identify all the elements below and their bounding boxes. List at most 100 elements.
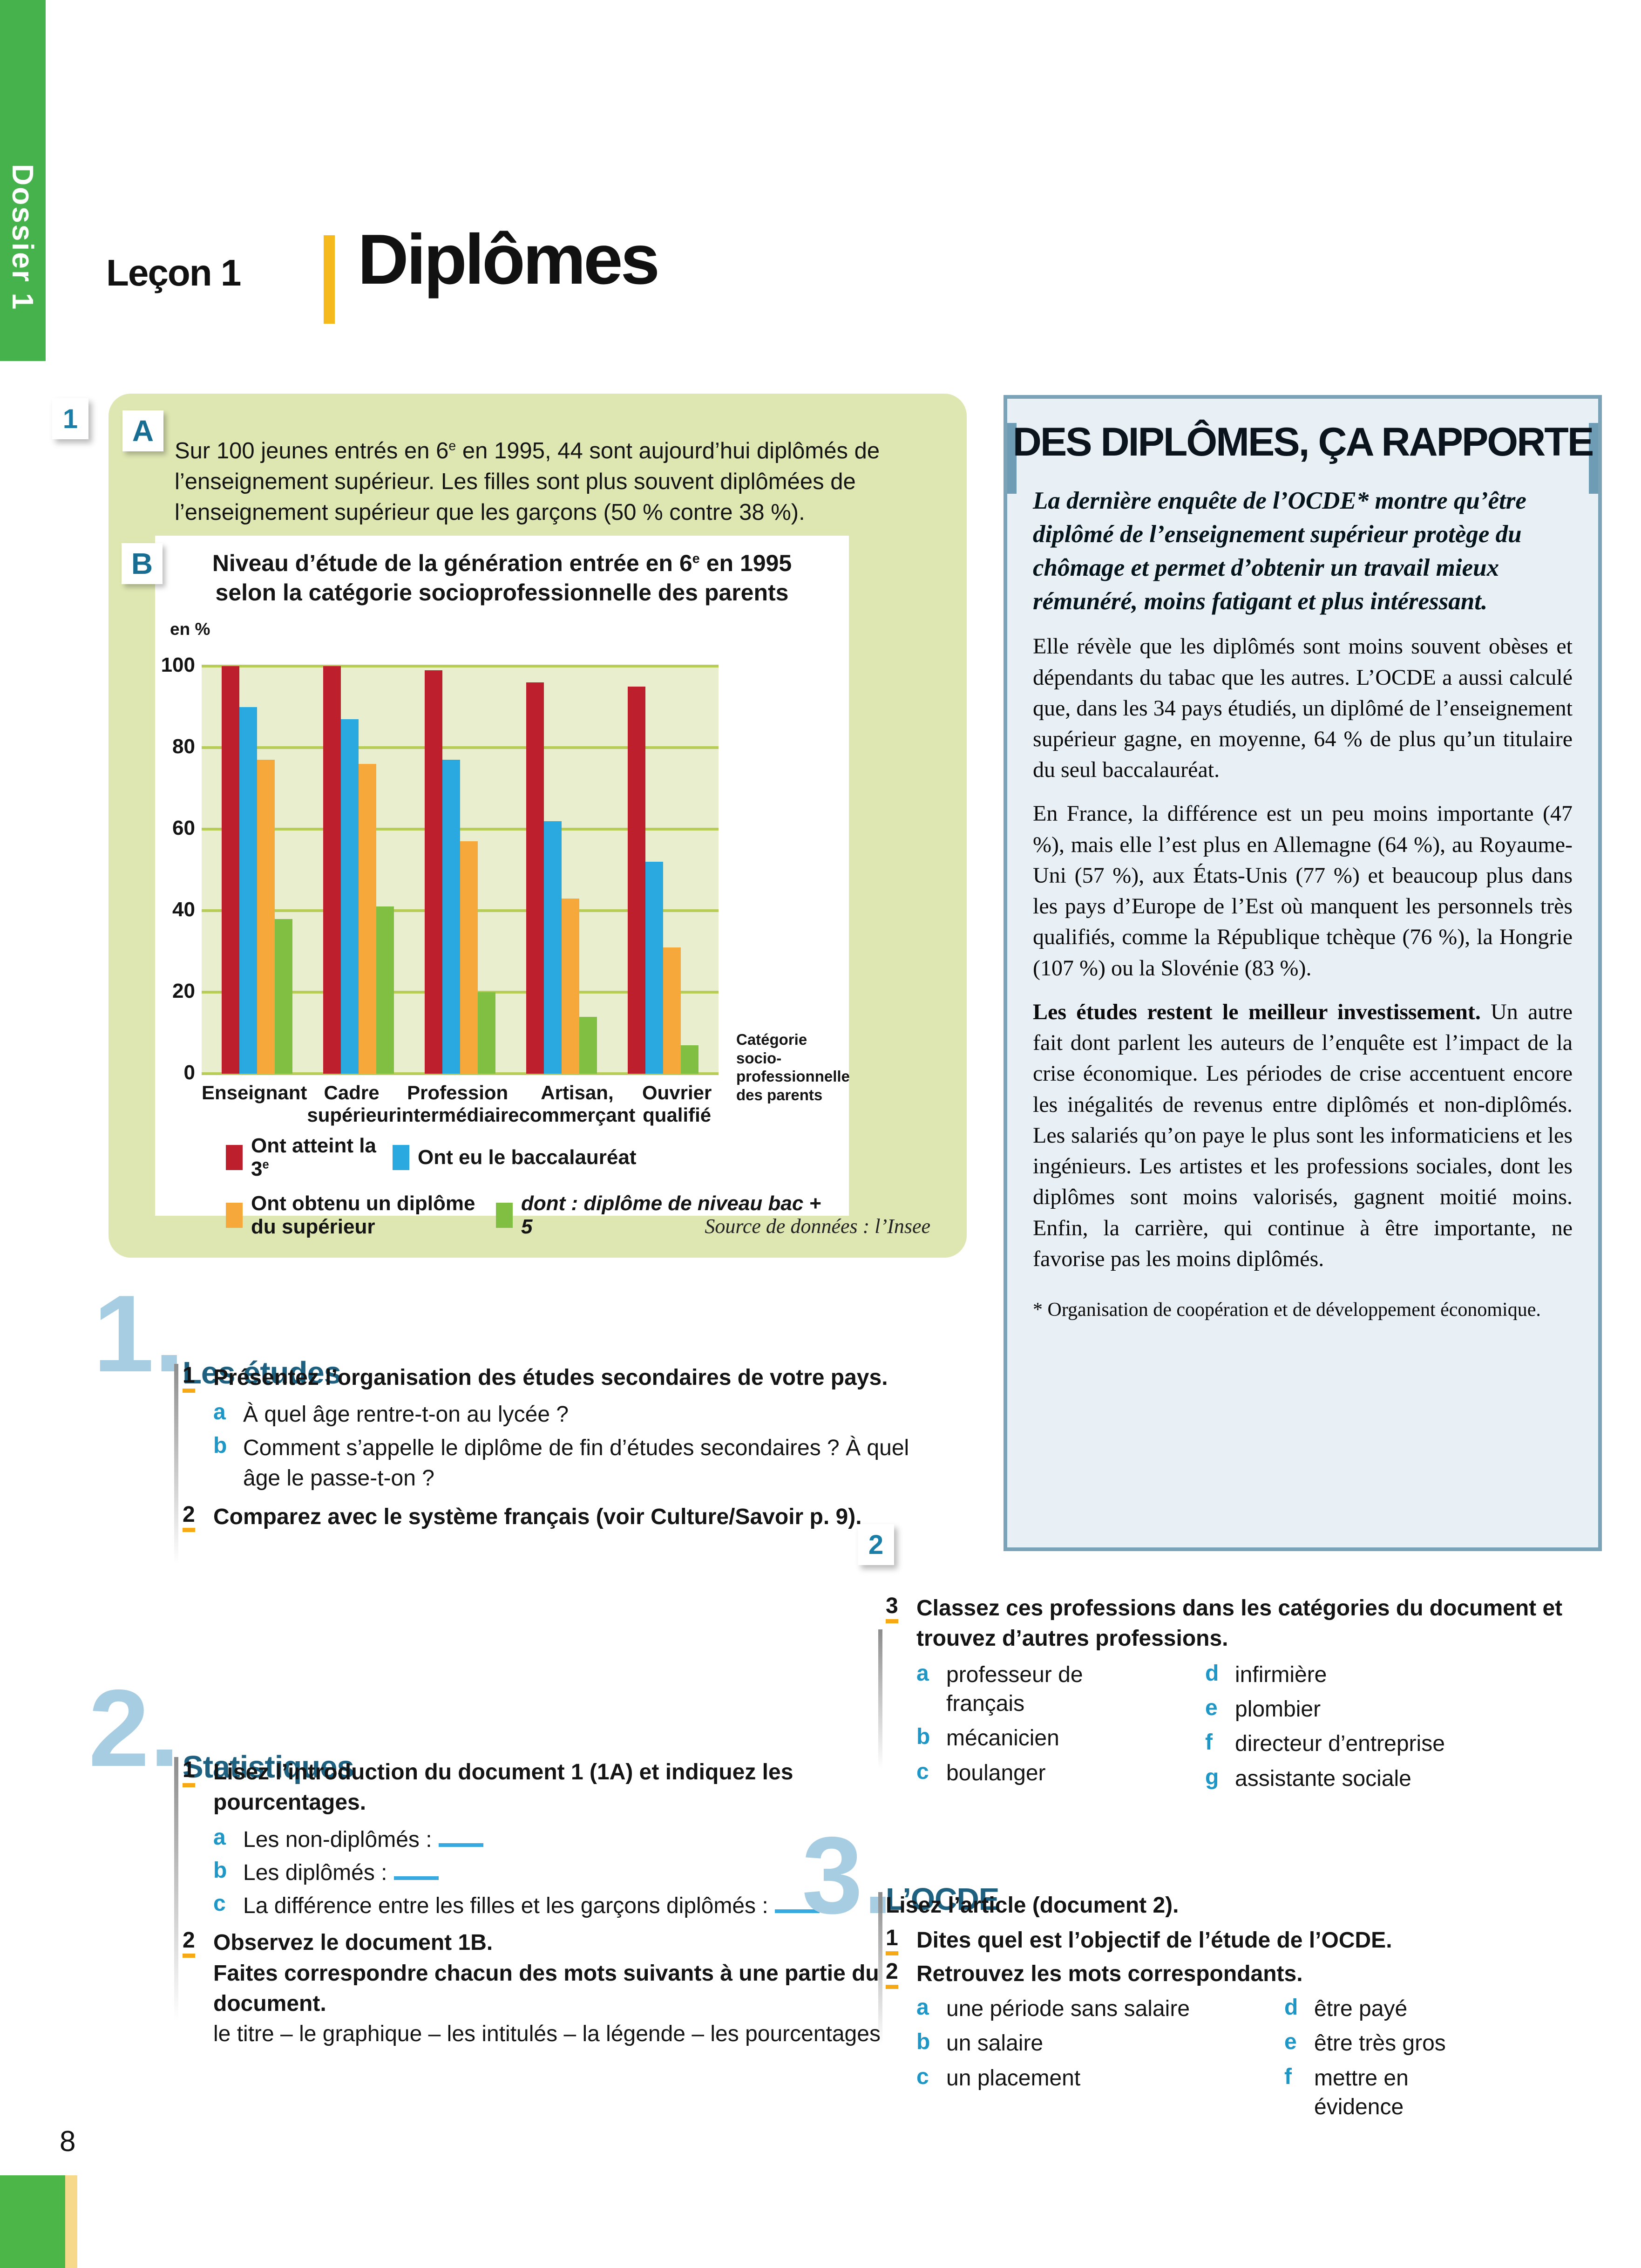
entry-letter: g [1205,1764,1219,1790]
bar [544,821,562,1074]
sub-letter: a [213,1400,226,1425]
section-3-lead: Lisez l’article (document 2). [886,1893,1179,1918]
section-1-strip [174,1364,178,1564]
chart-card: B Niveau d’étude de la génération entrée… [122,536,850,1238]
entry-letter: f [1284,2064,1292,2089]
bar-group [409,666,511,1074]
legend-item: Ont obtenu un diplôme du supérieur [226,1192,496,1239]
profession-entry: e plombier [1205,1695,1612,1724]
chart-title-sup: e [692,551,700,566]
answer-line [393,1876,439,1880]
entry-label: infirmière [1235,1662,1327,1687]
entry-label: mettre en évidence [1314,2065,1409,2119]
entry-letter: a [916,1995,929,2020]
item-text-line1: Observez le document 1B. [213,1930,493,1955]
profession-entry: a professeur de français [916,1661,1205,1719]
item-text: Dites quel est l’objectif de l’étude de … [916,1928,1392,1953]
answer-line [774,1909,820,1914]
bar [257,760,275,1074]
exercise-3-items: 3 Classez ces professions dans les catég… [886,1593,1612,1799]
article-title: DES DIPLÔMES, ÇA RAPPORTE [1012,420,1594,464]
legend-item: Ont atteint la 3e [226,1134,393,1181]
item-text: Classez ces professions dans les catégor… [916,1596,1563,1651]
legend-swatch [496,1203,513,1228]
bottom-yellow-bar [65,2175,77,2268]
legend-row-1: Ont atteint la 3e Ont eu le baccalauréat [226,1134,831,1181]
bar [359,764,376,1074]
gridline [202,828,719,831]
item-number: 3 [886,1593,916,1654]
item-number: 2 [183,1502,213,1532]
entry-label: boulanger [946,1760,1046,1785]
section-2-title: Statistiques [183,1750,354,1784]
profession-entry: b mécanicien [916,1724,1205,1753]
bottom-green-bar [0,2175,65,2268]
sub-item: b Comment s’appelle le diplôme de fin d’… [213,1433,918,1494]
item-text-line2: Faites correspondre chacun des mots suiv… [213,1961,879,2016]
section-3-title: L’OCDE [886,1882,999,1917]
gridline [202,1072,719,1075]
sub-letter: b [213,1858,227,1883]
legend-item: dont : diplôme de niveau bac + 5 [496,1192,831,1239]
x-axis-label: Enseignant [202,1082,307,1103]
sub-letter: a [213,1825,226,1850]
dossier-label: Dossier 1 [6,164,40,311]
chart-title-line1: Niveau d’étude de la génération entrée e… [212,550,692,576]
x-axis-labels: Enseignant Cadre supérieur Profession inte… [202,1082,719,1126]
section-3-number: 3. [802,1814,893,1936]
sub-text: Les non-diplômés : [243,1825,918,1855]
section-2-strip [174,1757,178,2020]
words-column-2: d être payé e être très gros f mettre en év… [1284,1995,1612,2128]
bar [645,862,663,1074]
professions-column-2: d infirmière e plombier f directeur d’entre… [1205,1661,1612,1799]
article-paragraph-2: En France, la différence est un peu moin… [1033,801,1573,981]
item-number: 1 [183,1757,213,1818]
page-title: Diplômes [358,220,660,299]
legend-label: dont : diplôme de niveau bac + 5 [521,1192,821,1238]
y-tick-label: 20 [172,980,195,1002]
bar-group [206,666,308,1074]
bar [222,666,239,1074]
exercise-item: 1 Présentez l’organisation des études se… [183,1362,918,1393]
legend-swatch [393,1145,409,1170]
intro-pre: Sur 100 jeunes entrés en 6 [175,438,449,463]
entry-letter: e [1284,2030,1297,2055]
bar [628,686,645,1074]
y-axis-unit: en % [170,620,210,639]
item-number: 1 [183,1362,213,1393]
entry-label: une période sans salaire [946,1996,1190,2021]
accent-bar [324,235,335,324]
word-entry: d être payé [1284,1995,1612,2023]
intro-post: en 1995, 44 sont aujourd’hui diplômés de… [175,438,880,525]
sub-text: À quel âge rentre-t-on au lycée ? [243,1402,569,1427]
title-tab-right [1589,423,1598,494]
entry-label: assistante sociale [1235,1766,1411,1791]
entry-letter: b [916,2030,930,2055]
word-entry: f mettre en évidence [1284,2064,1612,2122]
bar-group [612,666,714,1074]
bar [425,670,442,1074]
entry-label: directeur d’entreprise [1235,1731,1445,1757]
entry-label: être très gros [1314,2031,1446,2056]
legend-item: Ont eu le baccalauréat [393,1134,637,1181]
chart-title-line2: selon la catégorie socioprofessionnelle … [215,579,789,606]
bar [681,1045,698,1074]
bar [239,707,257,1074]
professions-columns: a professeur de français b mécanicien c bou… [916,1661,1612,1799]
item-text: Observez le document 1B. Faites correspo… [213,1927,918,2049]
exercise-3-strip [878,1629,882,1769]
entry-letter: f [1205,1730,1213,1755]
entry-label: un salaire [946,2031,1044,2056]
bar [376,906,394,1074]
item-text: Comparez avec le système français (voir … [213,1505,862,1530]
x-axis-label: Profession intermédiaire [396,1082,519,1126]
title-tab-left [1007,423,1017,494]
sub-text: Les diplômés : [243,1858,918,1888]
entry-letter: c [916,1759,929,1784]
document-1a-text: Sur 100 jeunes entrés en 6e en 1995, 44 … [175,436,910,528]
bar [526,682,544,1074]
sub-text: Comment s’appelle le diplôme de fin d’ét… [243,1435,909,1491]
section-2-number: 2. [88,1667,180,1789]
